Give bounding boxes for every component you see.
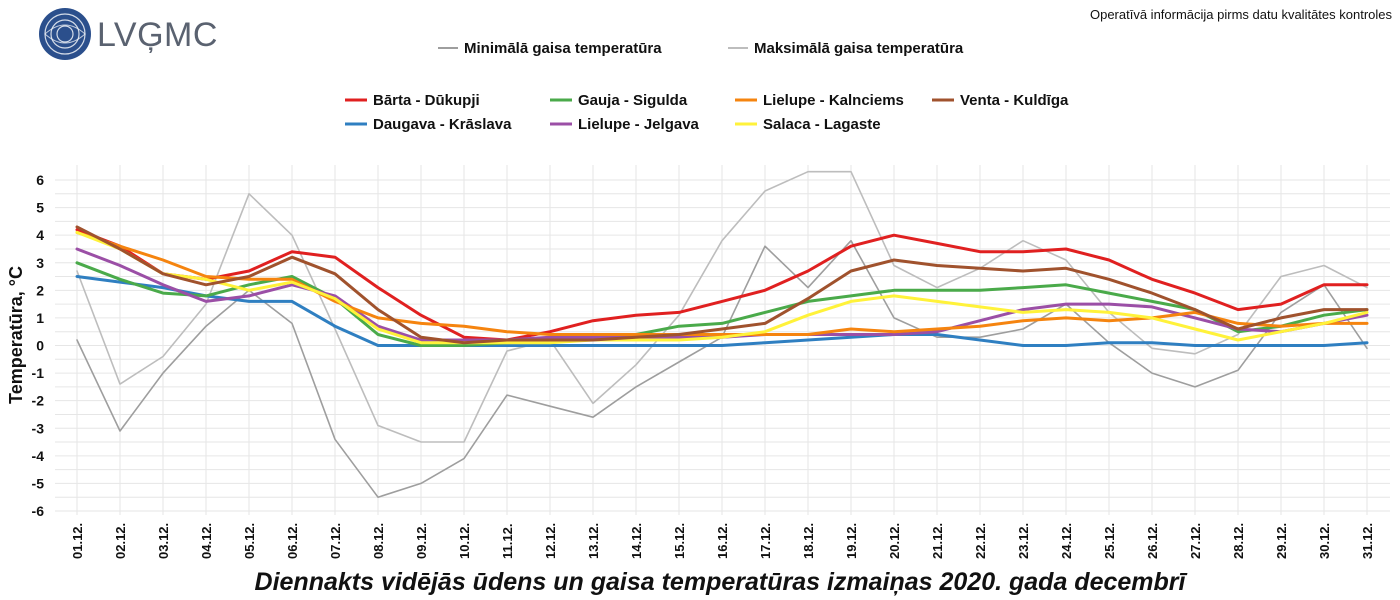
max-air-temperature-line (76, 170, 1368, 443)
y-tick-label: -5 (32, 475, 45, 491)
x-tick-label: 10.12. (457, 523, 472, 559)
y-axis: -6 -5 -4 -3 -2 -1 0 1 2 3 4 5 6 (32, 172, 45, 519)
x-tick-label: 27.12. (1188, 523, 1203, 559)
x-tick-label: 05.12. (242, 523, 257, 559)
x-tick-label: 03.12. (156, 523, 171, 559)
x-tick-label: 12.12. (543, 523, 558, 559)
y-tick-label: 1 (36, 310, 44, 326)
y-tick-label: -6 (32, 503, 45, 519)
x-tick-label: 15.12. (672, 523, 687, 559)
x-tick-label: 24.12. (1059, 523, 1074, 559)
x-tick-label: 21.12. (930, 523, 945, 559)
x-tick-label: 04.12. (199, 523, 214, 559)
x-tick-label: 23.12. (1016, 523, 1031, 559)
y-tick-label: 3 (36, 255, 44, 271)
legend-label: Maksimālā gaisa temperatūra (754, 40, 964, 57)
x-axis: 01.12. 02.12. 03.12. 04.12. 05.12. 06.12. 07.1… (70, 523, 1375, 559)
y-tick-label: 4 (36, 227, 44, 243)
x-tick-label: 25.12. (1102, 523, 1117, 559)
x-tick-label: 17.12. (758, 523, 773, 559)
legend-label: Lielupe - Jelgava (578, 116, 700, 133)
legend-label: Lielupe - Kalnciems (763, 92, 904, 109)
x-tick-label: 18.12. (801, 523, 816, 559)
legend-label: Minimālā gaisa temperatūra (464, 40, 662, 57)
legend-label: Gauja - Sigulda (578, 92, 688, 109)
x-tick-label: 16.12. (715, 523, 730, 559)
x-tick-label: 28.12. (1231, 523, 1246, 559)
series-line-gauja-sigulda (75, 261, 1369, 347)
logo: LVĢMC (37, 6, 217, 62)
y-tick-label: -4 (32, 448, 45, 464)
y-tick-label: -3 (32, 420, 45, 436)
x-tick-label: 08.12. (371, 523, 386, 559)
logo-emblem-icon (39, 8, 91, 60)
x-tick-label: 13.12. (586, 523, 601, 559)
x-tick-label: 06.12. (285, 523, 300, 559)
x-tick-label: 29.12. (1274, 523, 1289, 559)
x-tick-label: 26.12. (1145, 523, 1160, 559)
series-line-venta-kuld-ga (75, 225, 1369, 345)
y-tick-label: 6 (36, 172, 44, 188)
air-temperature-legend: Minimālā gaisa temperatūra Maksimālā gais… (438, 40, 964, 57)
x-tick-label: 02.12. (113, 523, 128, 559)
x-tick-label: 14.12. (629, 523, 644, 559)
x-tick-label: 20.12. (887, 523, 902, 559)
legend-label: Daugava - Krāslava (373, 116, 512, 133)
x-tick-label: 01.12. (70, 523, 85, 559)
legend-label: Salaca - Lagaste (763, 116, 881, 133)
x-tick-label: 11.12. (500, 524, 515, 559)
x-tick-label: 19.12. (844, 523, 859, 559)
y-axis-label: Temperatūra, °C (6, 266, 26, 404)
x-tick-label: 30.12. (1317, 523, 1332, 559)
data-quality-notice: Operatīvā informācija pirms datu kvalitā… (1089, 7, 1392, 22)
series-line-daugava-kr-slava (75, 275, 1369, 347)
y-tick-label: -1 (32, 365, 45, 381)
y-tick-label: 5 (36, 200, 44, 216)
series-line-salaca-lagaste (75, 230, 1369, 345)
y-tick-label: 2 (36, 282, 44, 298)
series-line-b-rta-d-kupji (75, 228, 1369, 342)
logo-text: LVĢMC (97, 16, 218, 54)
river-legend: Bārta - Dūkupji Daugava - Krāslava Gauja -… (345, 92, 1069, 133)
chart-title: Diennakts vidējās ūdens un gaisa tempera… (255, 568, 1188, 596)
x-tick-label: 22.12. (973, 523, 988, 559)
x-tick-label: 07.12. (328, 523, 343, 559)
chart-grid (55, 165, 1390, 515)
legend-label: Bārta - Dūkupji (373, 92, 480, 109)
y-tick-label: 0 (36, 338, 44, 354)
x-tick-label: 09.12. (414, 523, 429, 559)
legend-label: Venta - Kuldīga (960, 92, 1069, 109)
x-tick-label: 31.12. (1360, 523, 1375, 559)
series-lines (75, 170, 1369, 499)
y-tick-label: -2 (32, 393, 45, 409)
